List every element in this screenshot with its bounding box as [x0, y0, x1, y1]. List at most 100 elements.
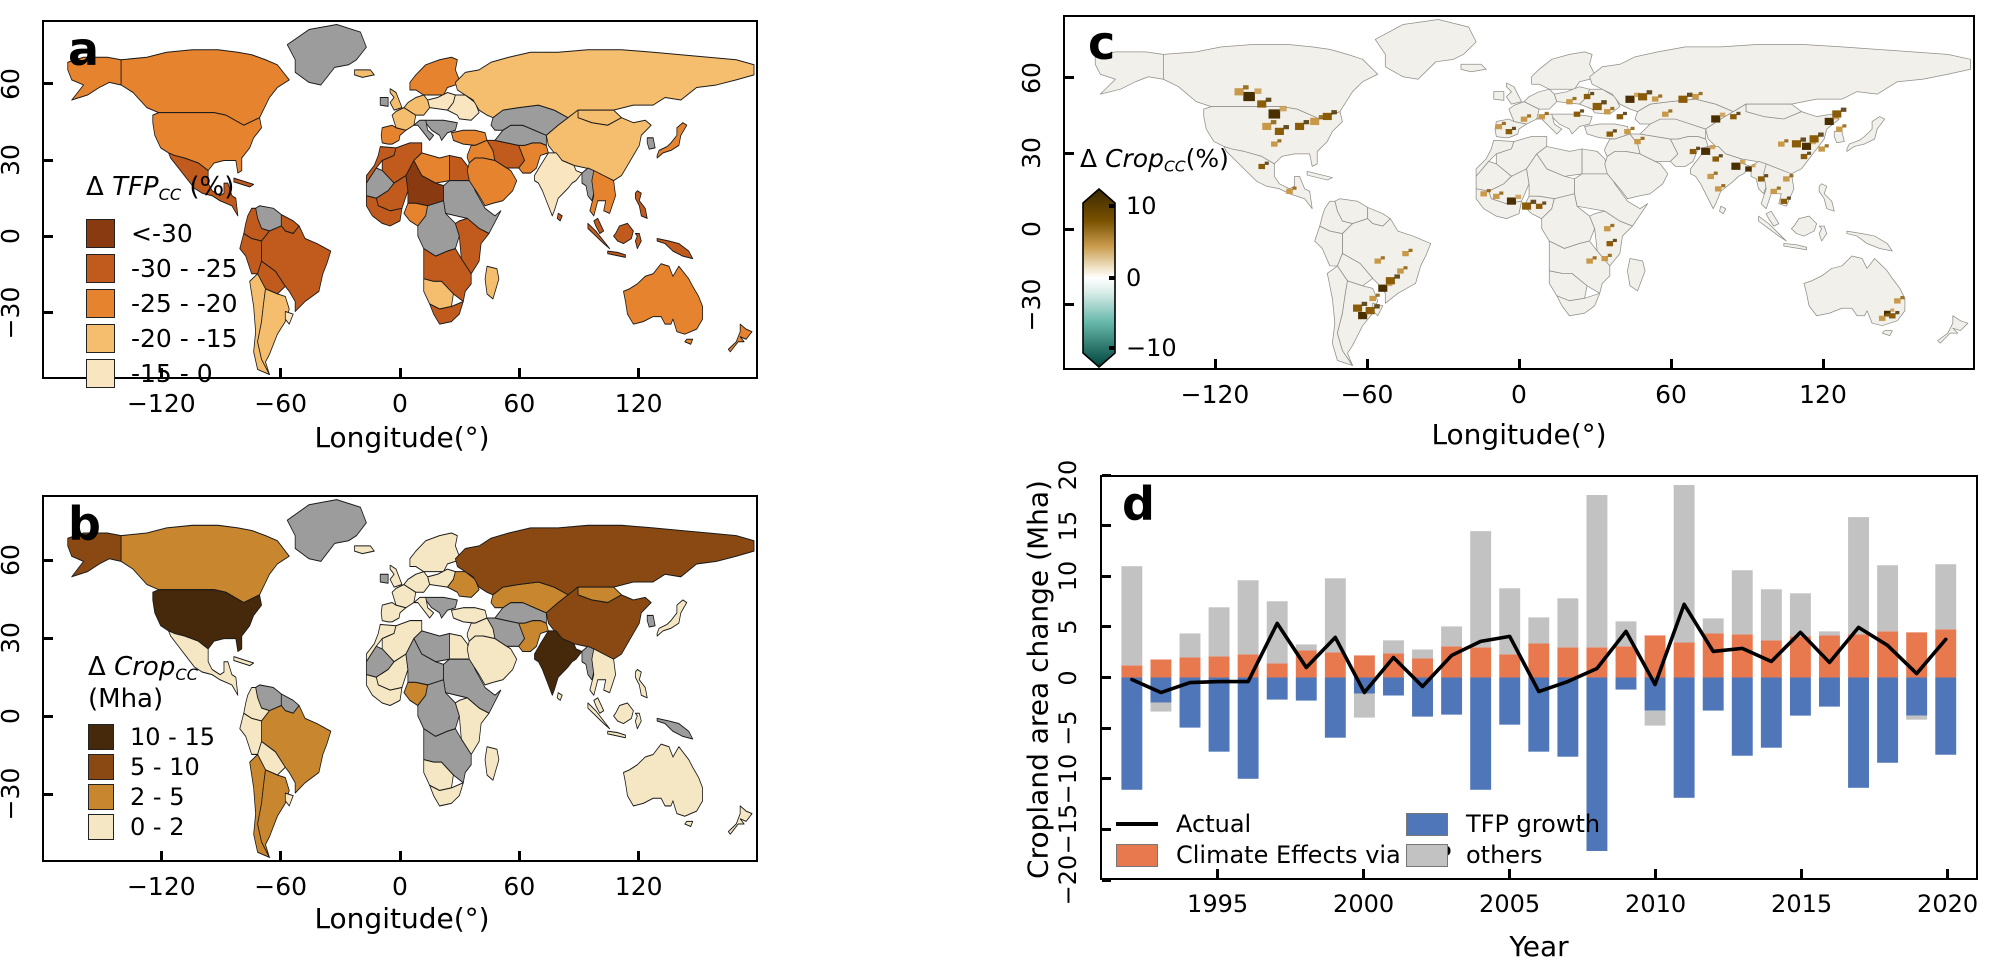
y-tick-d — [1102, 574, 1111, 578]
y-tick-label-c: 30 — [1016, 137, 1046, 170]
crop-change-hotspot — [1505, 129, 1513, 135]
region-borneo-b — [613, 702, 634, 725]
crop-change-hotspot — [1789, 174, 1794, 178]
x-tick-a — [398, 368, 402, 377]
crop-change-hotspot — [1303, 120, 1310, 125]
crop-change-hotspot — [1258, 163, 1266, 170]
legend-swatch — [86, 358, 115, 388]
crop-change-hotspot — [1739, 159, 1746, 165]
world-map-c — [1094, 19, 1971, 366]
y-tick-b — [44, 714, 53, 718]
chart-bar — [1615, 677, 1637, 690]
legend-swatch — [88, 753, 114, 780]
region-sumatra-b — [587, 702, 611, 730]
region-newzealand-b — [727, 805, 753, 835]
colorbar-mid-label: 0 — [1126, 264, 1142, 292]
region-philippines-c — [1818, 183, 1835, 212]
crop-change-hotspot — [1730, 114, 1737, 120]
crop-change-hotspot — [1718, 154, 1723, 158]
crop-change-hotspot — [1696, 146, 1701, 150]
region-easteurope-b — [447, 571, 480, 598]
region-philippines-a — [634, 190, 648, 219]
chart-bar — [1586, 495, 1608, 648]
chart-bar — [1412, 649, 1433, 659]
crop-change-hotspot — [1900, 296, 1905, 300]
crop-change-hotspot — [1572, 96, 1577, 101]
crop-change-hotspot — [1770, 188, 1778, 194]
panel-a-legend-title: Δ TFPCC (%) — [86, 172, 235, 204]
region-ireland-c — [1493, 91, 1505, 101]
region-alaska-c — [1094, 51, 1164, 95]
colorbar-bottom-label: −10 — [1126, 334, 1177, 362]
region-newguinea-c — [1846, 230, 1893, 252]
y-tick-b — [44, 558, 53, 562]
region-india-a — [534, 152, 583, 217]
panel-b-legend-title: Δ CropCC (Mha) — [88, 652, 198, 714]
crop-change-hotspot — [1701, 147, 1711, 155]
region-sulawesi-a — [634, 232, 642, 250]
region-saudi-c — [1604, 151, 1669, 200]
y-tick-d — [1102, 524, 1111, 528]
x-tick-d — [1216, 869, 1220, 878]
crop-change-hotspot — [1606, 241, 1614, 247]
chart-bar — [1877, 565, 1899, 632]
cropland-change-chart — [1121, 485, 1957, 851]
crop-change-hotspot — [1709, 144, 1716, 150]
chart-bar — [1673, 677, 1695, 798]
chart-bar — [1324, 578, 1346, 653]
x-tick-c — [1213, 359, 1217, 368]
crop-change-hotspot — [1800, 153, 1808, 160]
region-russia-c — [1589, 44, 1971, 112]
region-alaska-b — [67, 532, 122, 578]
region-balkans-c — [1551, 113, 1593, 135]
region-cuba-c — [1306, 170, 1333, 181]
crop-change-hotspot — [1711, 115, 1721, 123]
chart-bar — [1557, 647, 1579, 678]
chart-bar — [1731, 570, 1753, 635]
chart-bar — [1470, 531, 1492, 648]
region-srilanka-c — [1719, 205, 1727, 215]
region-russia-b — [454, 524, 755, 596]
region-canada-a — [120, 49, 290, 126]
region-seasia-a — [589, 170, 616, 217]
crop-change-hotspot — [1818, 146, 1825, 152]
crop-change-hotspot — [1369, 295, 1376, 302]
x-tick-d — [1800, 869, 1804, 878]
y-tick-c — [1065, 227, 1074, 231]
region-cuba-a — [233, 177, 255, 188]
crop-change-hotspot — [1612, 129, 1617, 133]
crop-change-hotspot — [1522, 202, 1532, 210]
legend-swatch — [86, 288, 115, 318]
region-greenland-c — [1374, 19, 1477, 80]
chart-bar — [1819, 635, 1840, 678]
panel-c-x-axis-title: Longitude(°) — [1431, 418, 1607, 451]
y-tick-d — [1102, 676, 1111, 679]
crop-change-hotspot — [1610, 106, 1615, 111]
legend-item-label: 2 - 5 — [130, 782, 185, 811]
crop-change-hotspot — [1353, 304, 1363, 312]
crop-change-hotspot — [1610, 223, 1615, 228]
y-tick-label-c: −30 — [1016, 278, 1046, 331]
x-tick-label-c: −120 — [1180, 380, 1250, 409]
legend-item-label: <-30 — [131, 218, 193, 248]
x-tick-label-a: 120 — [614, 389, 663, 418]
chart-bar — [1760, 677, 1782, 748]
y-tick-b — [44, 636, 53, 640]
crop-change-hotspot — [1601, 255, 1609, 262]
legend-item-label: -25 - -20 — [131, 288, 238, 318]
legend-item-label: -20 - -15 — [131, 323, 238, 353]
chart-bar — [1441, 677, 1463, 715]
legend-item-label: -15 - 0 — [131, 358, 213, 388]
crop-change-hotspot — [1646, 90, 1653, 95]
x-tick-label-c: 60 — [1655, 380, 1687, 409]
chart-legend-item: Actual — [1116, 810, 1251, 838]
chart-bar — [1208, 656, 1230, 678]
chart-bar — [1324, 677, 1346, 738]
y-tick-label-b: −30 — [0, 767, 25, 821]
region-mexico-b — [168, 630, 239, 696]
legend-item: -25 - -20 — [86, 286, 238, 321]
region-australia-c — [1803, 255, 1906, 327]
crop-change-hotspot — [1365, 307, 1375, 315]
legend-item: -20 - -15 — [86, 321, 238, 356]
chart-bar — [1906, 715, 1928, 720]
